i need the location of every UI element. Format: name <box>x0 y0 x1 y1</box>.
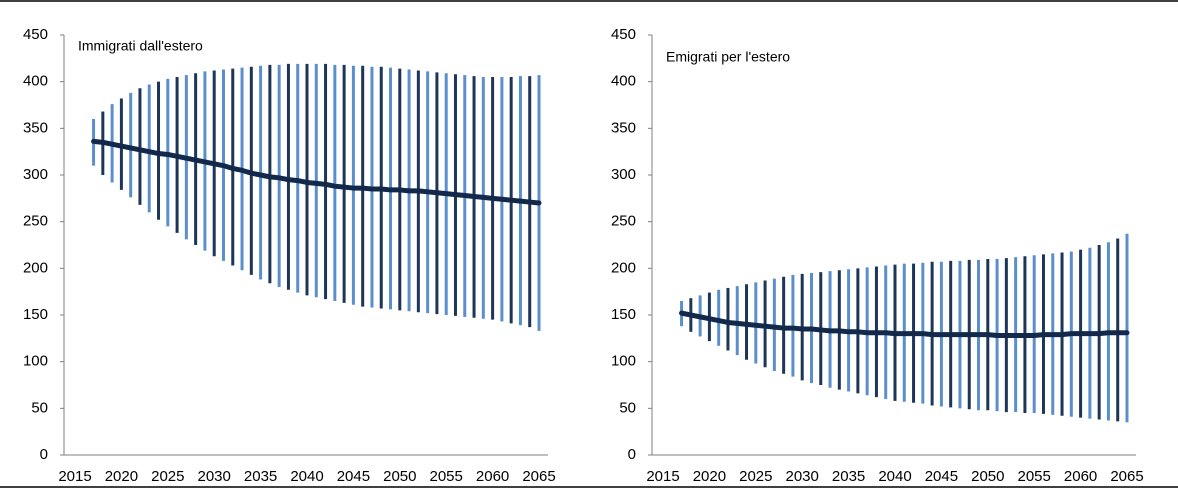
y-tick-label: 300 <box>611 166 636 183</box>
y-tick-label: 50 <box>619 399 636 416</box>
median-line <box>679 310 1130 339</box>
x-tick-label: 2025 <box>739 468 772 485</box>
y-tick-label: 400 <box>611 73 636 90</box>
median-line <box>91 138 542 206</box>
y-tick-label: 100 <box>23 353 48 370</box>
x-tick-label: 2015 <box>58 468 91 485</box>
y-tick-label: 200 <box>23 259 48 276</box>
x-tick-label: 2020 <box>105 468 138 485</box>
x-tick-label: 2055 <box>430 468 463 485</box>
x-tick-label: 2050 <box>383 468 416 485</box>
y-tick-label: 250 <box>611 213 636 230</box>
y-tick-label: 250 <box>23 213 48 230</box>
x-tick-label: 2035 <box>244 468 277 485</box>
y-tick-label: 50 <box>31 399 48 416</box>
y-tick-label: 350 <box>23 119 48 136</box>
x-tick-label: 2065 <box>522 468 555 485</box>
x-tick-label: 2040 <box>290 468 323 485</box>
y-tick-label: 450 <box>611 26 636 43</box>
x-tick-label: 2065 <box>1110 468 1143 485</box>
y-tick-label: 450 <box>23 26 48 43</box>
x-tick-label: 2030 <box>786 468 819 485</box>
y-tick-label: 200 <box>611 259 636 276</box>
x-tick-label: 2060 <box>476 468 509 485</box>
x-tick-label: 2045 <box>337 468 370 485</box>
x-tick-label: 2020 <box>693 468 726 485</box>
x-tick-label: 2055 <box>1018 468 1051 485</box>
y-tick-label: 0 <box>628 446 636 463</box>
y-tick-label: 400 <box>23 73 48 90</box>
x-tick-label: 2015 <box>646 468 679 485</box>
y-tick-label: 150 <box>611 306 636 323</box>
x-tick-label: 2030 <box>198 468 231 485</box>
x-tick-label: 2060 <box>1064 468 1097 485</box>
x-tick-label: 2045 <box>925 468 958 485</box>
x-tick-label: 2050 <box>971 468 1004 485</box>
x-tick-label: 2035 <box>832 468 865 485</box>
y-tick-label: 0 <box>40 446 48 463</box>
y-tick-label: 300 <box>23 166 48 183</box>
y-tick-label: 150 <box>23 306 48 323</box>
chart-title: Immigrati dall'estero <box>78 38 203 54</box>
x-tick-label: 2025 <box>151 468 184 485</box>
chart-title: Emigrati per l'estero <box>666 49 790 65</box>
x-tick-label: 2040 <box>878 468 911 485</box>
y-tick-label: 100 <box>611 353 636 370</box>
y-tick-label: 350 <box>611 119 636 136</box>
